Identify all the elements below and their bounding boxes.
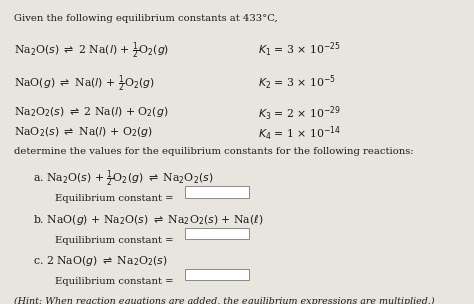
Text: $K_4$ = 1 $\times$ 10$^{-14}$: $K_4$ = 1 $\times$ 10$^{-14}$ bbox=[258, 125, 341, 143]
Text: b. NaO$(g)$ + Na$_2$O$(s)$ $\rightleftharpoons$ Na$_2$O$_2$$(s)$ + Na$(\ell)$: b. NaO$(g)$ + Na$_2$O$(s)$ $\rightleftha… bbox=[33, 213, 264, 227]
Text: Equilibrium constant =: Equilibrium constant = bbox=[55, 194, 173, 203]
Text: $K_1$ = 3 $\times$ 10$^{-25}$: $K_1$ = 3 $\times$ 10$^{-25}$ bbox=[258, 41, 341, 60]
Text: a. Na$_2$O$(s)$ + $\frac{1}{2}$O$_2$$(g)$ $\rightleftharpoons$ Na$_2$O$_2$$(s)$: a. Na$_2$O$(s)$ + $\frac{1}{2}$O$_2$$(g)… bbox=[33, 169, 213, 190]
Text: $K_2$ = 3 $\times$ 10$^{-5}$: $K_2$ = 3 $\times$ 10$^{-5}$ bbox=[258, 74, 336, 92]
Text: Na$_2$O$(s)$ $\rightleftharpoons$ 2 Na$(l)$ + $\frac{1}{2}$O$_2$$(g)$: Na$_2$O$(s)$ $\rightleftharpoons$ 2 Na$(… bbox=[14, 41, 170, 62]
Text: Equilibrium constant =: Equilibrium constant = bbox=[55, 236, 173, 245]
Text: NaO$(g)$ $\rightleftharpoons$ Na$(l)$ + $\frac{1}{2}$O$_2$$(g)$: NaO$(g)$ $\rightleftharpoons$ Na$(l)$ + … bbox=[14, 74, 155, 95]
FancyBboxPatch shape bbox=[185, 186, 249, 198]
Text: Equilibrium constant =: Equilibrium constant = bbox=[55, 277, 173, 286]
Text: determine the values for the equilibrium constants for the following reactions:: determine the values for the equilibrium… bbox=[14, 147, 414, 157]
FancyBboxPatch shape bbox=[185, 269, 249, 280]
Text: $K_3$ = 2 $\times$ 10$^{-29}$: $K_3$ = 2 $\times$ 10$^{-29}$ bbox=[258, 105, 341, 123]
Text: Na$_2$O$_2$$(s)$ $\rightleftharpoons$ 2 Na$(l)$ + O$_2$$(g)$: Na$_2$O$_2$$(s)$ $\rightleftharpoons$ 2 … bbox=[14, 105, 169, 119]
Text: NaO$_2$$(s)$ $\rightleftharpoons$ Na$(l)$ + O$_2$$(g)$: NaO$_2$$(s)$ $\rightleftharpoons$ Na$(l)… bbox=[14, 125, 153, 139]
Text: (Hint: When reaction equations are added, the equilibrium expressions are multip: (Hint: When reaction equations are added… bbox=[14, 297, 435, 304]
Text: c. 2 NaO$(g)$ $\rightleftharpoons$ Na$_2$O$_2$$(s)$: c. 2 NaO$(g)$ $\rightleftharpoons$ Na$_2… bbox=[33, 254, 168, 268]
FancyBboxPatch shape bbox=[185, 228, 249, 239]
Text: Given the following equilibrium constants at 433°C,: Given the following equilibrium constant… bbox=[14, 14, 278, 23]
